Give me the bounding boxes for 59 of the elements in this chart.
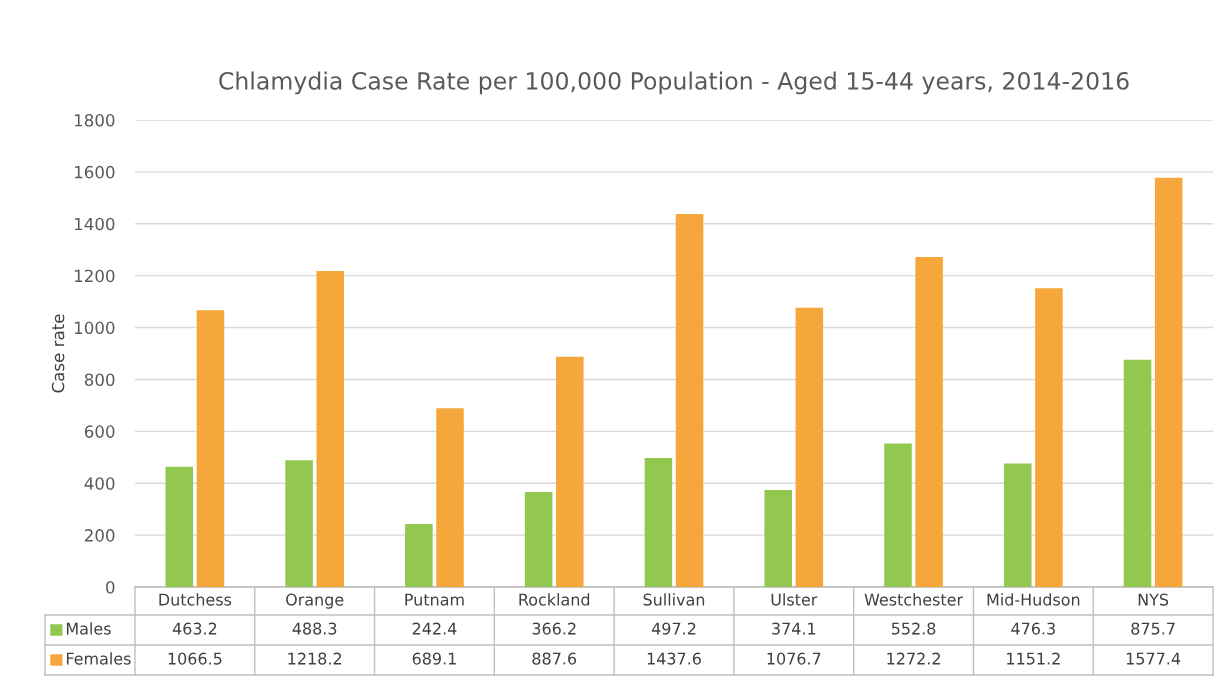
- bar: [1035, 288, 1063, 587]
- y-tick-label: 1400: [74, 217, 115, 231]
- data-label: 875.7: [1131, 622, 1175, 635]
- y-tick-label: 400: [84, 477, 115, 490]
- y-tick-label: 600: [84, 425, 115, 438]
- data-label: 497.2: [651, 622, 696, 635]
- data-label: 488.3: [292, 622, 337, 635]
- bar: [884, 443, 912, 587]
- bar: [285, 460, 313, 587]
- bar: [795, 307, 824, 587]
- bar: [524, 491, 553, 587]
- y-tick-label: 1200: [74, 269, 115, 283]
- legend-label: Males: [66, 622, 111, 635]
- bar: [165, 466, 194, 587]
- bar: [196, 310, 225, 587]
- x-tick-label: Orange: [286, 593, 344, 609]
- x-tick-label: Putnam: [405, 593, 464, 606]
- bar: [1123, 359, 1152, 587]
- x-tick-label: Rockland: [519, 593, 590, 606]
- data-label: 366.2: [532, 622, 576, 635]
- data-label: 689.1: [412, 652, 456, 665]
- bar: [436, 408, 464, 587]
- x-tick-label: Mid-Hudson: [987, 593, 1080, 606]
- y-tick-label: 800: [84, 373, 115, 387]
- bar: [316, 270, 345, 587]
- data-label: 1437.6: [647, 652, 701, 665]
- x-tick-label: NYS: [1138, 593, 1169, 606]
- bar: [1154, 177, 1183, 587]
- data-label: 1218.2: [288, 652, 342, 665]
- legend-label: Females: [66, 652, 131, 665]
- x-tick-label: Westchester: [864, 593, 964, 606]
- data-label: 476.3: [1011, 622, 1055, 635]
- bar: [764, 489, 792, 587]
- x-tick-label: Ulster: [771, 593, 818, 606]
- bar: [915, 256, 943, 587]
- y-tick-label: 1000: [74, 321, 115, 335]
- chart-title: Chlamydia Case Rate per 100,000 Population - Aged 15-44 years, 2014-2016: [219, 71, 1129, 95]
- bar: [1003, 463, 1032, 587]
- data-label: 887.6: [532, 652, 577, 665]
- bar: [644, 458, 673, 587]
- y-tick-label: 200: [84, 529, 115, 542]
- data-label: 374.1: [772, 622, 816, 635]
- y-tick-label: 1600: [74, 165, 115, 179]
- x-tick-label: Dutchess: [159, 593, 232, 606]
- data-label: 1066.5: [168, 652, 222, 665]
- y-tick-label: 0: [106, 580, 115, 594]
- bar: [405, 524, 433, 587]
- data-label: 1151.2: [1007, 652, 1060, 665]
- x-tick-label: Sullivan: [643, 593, 705, 606]
- data-label: 1272.2: [887, 652, 940, 665]
- data-label: 463.2: [172, 622, 217, 635]
- bar: [556, 356, 584, 587]
- data-label: 552.8: [891, 622, 936, 635]
- y-axis-title: Case rate: [51, 314, 65, 393]
- data-label: 242.4: [412, 622, 457, 635]
- bar: [675, 214, 704, 587]
- data-label: 1076.7: [767, 652, 821, 665]
- y-tick-label: 1800: [74, 113, 115, 127]
- data-label: 1577.4: [1126, 652, 1181, 665]
